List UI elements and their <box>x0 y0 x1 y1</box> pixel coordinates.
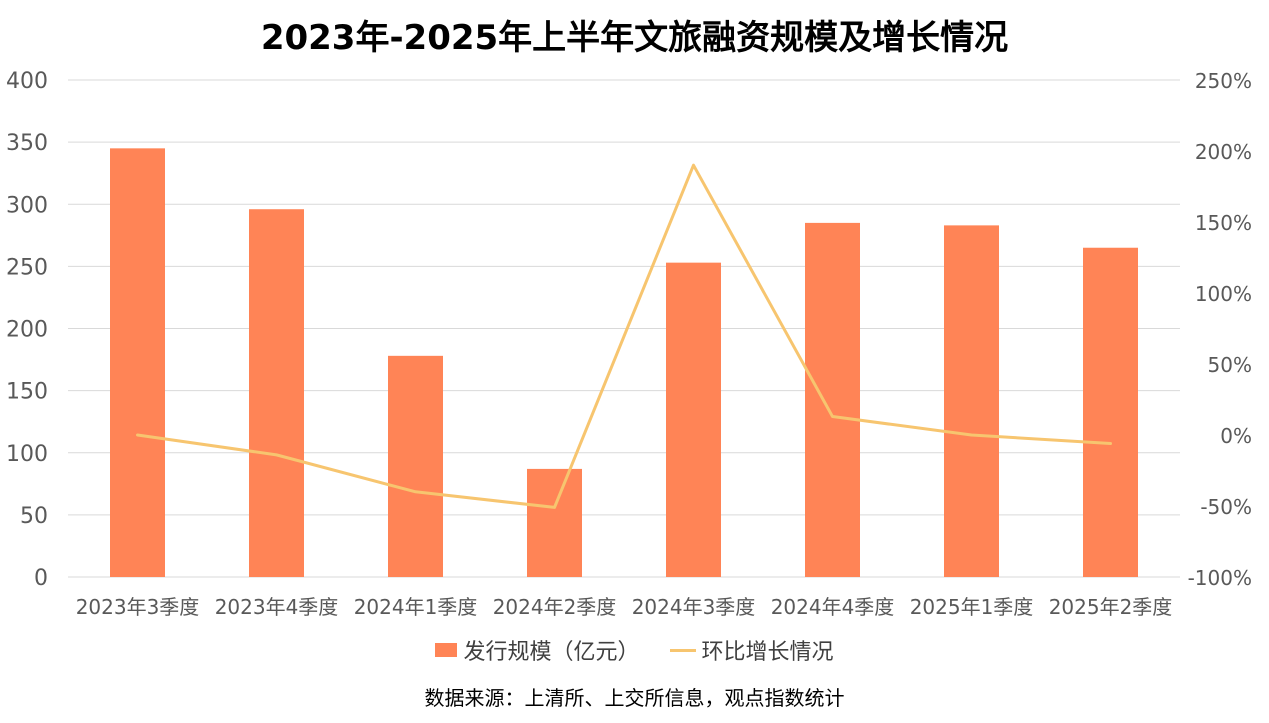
legend-line-swatch <box>669 648 696 652</box>
legend-item-line: 环比增长情况 <box>669 634 834 666</box>
x-tick-label: 2025年2季度 <box>1049 595 1173 619</box>
bar <box>666 262 721 577</box>
y-left-tick-label: 250 <box>6 255 48 280</box>
legend-bar-swatch <box>435 643 458 657</box>
bar <box>527 468 582 577</box>
bar <box>805 222 860 577</box>
y-right-tick-label: -100% <box>1188 566 1252 590</box>
y-left-tick-label: 200 <box>6 318 48 343</box>
x-tick-label: 2024年2季度 <box>493 595 617 619</box>
y-right-tick-label: 250% <box>1195 69 1252 93</box>
x-tick-label: 2023年3季度 <box>76 595 200 619</box>
bar <box>944 225 999 577</box>
bar <box>110 148 165 577</box>
x-tick-label: 2023年4季度 <box>215 595 339 619</box>
y-left-tick-label: 150 <box>6 380 48 405</box>
bar <box>1083 247 1138 578</box>
x-tick-label: 2025年1季度 <box>910 595 1034 619</box>
y-right-tick-label: 50% <box>1208 353 1252 377</box>
legend: 发行规模（亿元） 环比增长情况 <box>0 634 1269 666</box>
y-left-tick-label: 0 <box>34 566 48 591</box>
y-left-tick-label: 50 <box>20 504 48 529</box>
bar <box>388 355 443 577</box>
y-left-tick-label: 350 <box>6 131 48 156</box>
bar <box>249 209 304 577</box>
x-tick-label: 2024年1季度 <box>354 595 478 619</box>
y-left-tick-label: 100 <box>6 442 48 467</box>
line-series <box>136 163 1112 509</box>
x-tick-label: 2024年4季度 <box>771 595 895 619</box>
y-right-tick-label: 150% <box>1195 211 1252 235</box>
y-left-tick-label: 400 <box>6 69 48 94</box>
y-right-tick-label: -50% <box>1200 495 1252 519</box>
source-note: 数据来源：上清所、上交所信息，观点指数统计 <box>424 686 845 710</box>
x-tick-label: 2024年3季度 <box>632 595 756 619</box>
legend-label-bar: 发行规模（亿元） <box>463 640 640 665</box>
chart-title: 2023年-2025年上半年文旅融资规模及增长情况 <box>260 18 1009 58</box>
legend-label-line: 环比增长情况 <box>701 640 834 665</box>
y-left-tick-label: 300 <box>6 193 48 218</box>
y-right-tick-label: 200% <box>1195 140 1252 164</box>
legend-item-bar: 发行规模（亿元） <box>435 634 640 666</box>
y-right-tick-label: 100% <box>1195 282 1252 306</box>
y-right-tick-label: 0% <box>1220 424 1252 448</box>
